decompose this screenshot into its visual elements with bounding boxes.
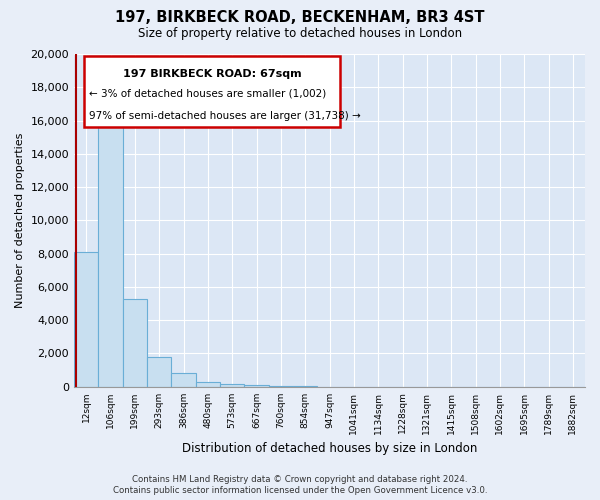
Text: 197, BIRKBECK ROAD, BECKENHAM, BR3 4ST: 197, BIRKBECK ROAD, BECKENHAM, BR3 4ST [115, 10, 485, 25]
Text: 97% of semi-detached houses are larger (31,738) →: 97% of semi-detached houses are larger (… [89, 110, 361, 120]
Bar [172, 374, 196, 386]
Y-axis label: Number of detached properties: Number of detached properties [15, 132, 25, 308]
Bar [123, 300, 147, 386]
Text: Size of property relative to detached houses in London: Size of property relative to detached ho… [138, 28, 462, 40]
Bar [220, 384, 244, 386]
Bar [196, 382, 220, 386]
Bar [74, 252, 98, 386]
Bar [147, 356, 172, 386]
Bar [244, 385, 269, 386]
Text: Contains public sector information licensed under the Open Government Licence v3: Contains public sector information licen… [113, 486, 487, 495]
Text: Contains HM Land Registry data © Crown copyright and database right 2024.: Contains HM Land Registry data © Crown c… [132, 475, 468, 484]
Text: 197 BIRKBECK ROAD: 67sqm: 197 BIRKBECK ROAD: 67sqm [122, 69, 301, 79]
Text: ← 3% of detached houses are smaller (1,002): ← 3% of detached houses are smaller (1,0… [89, 89, 326, 99]
Bar [98, 112, 123, 386]
X-axis label: Distribution of detached houses by size in London: Distribution of detached houses by size … [182, 442, 477, 455]
FancyBboxPatch shape [84, 56, 340, 127]
